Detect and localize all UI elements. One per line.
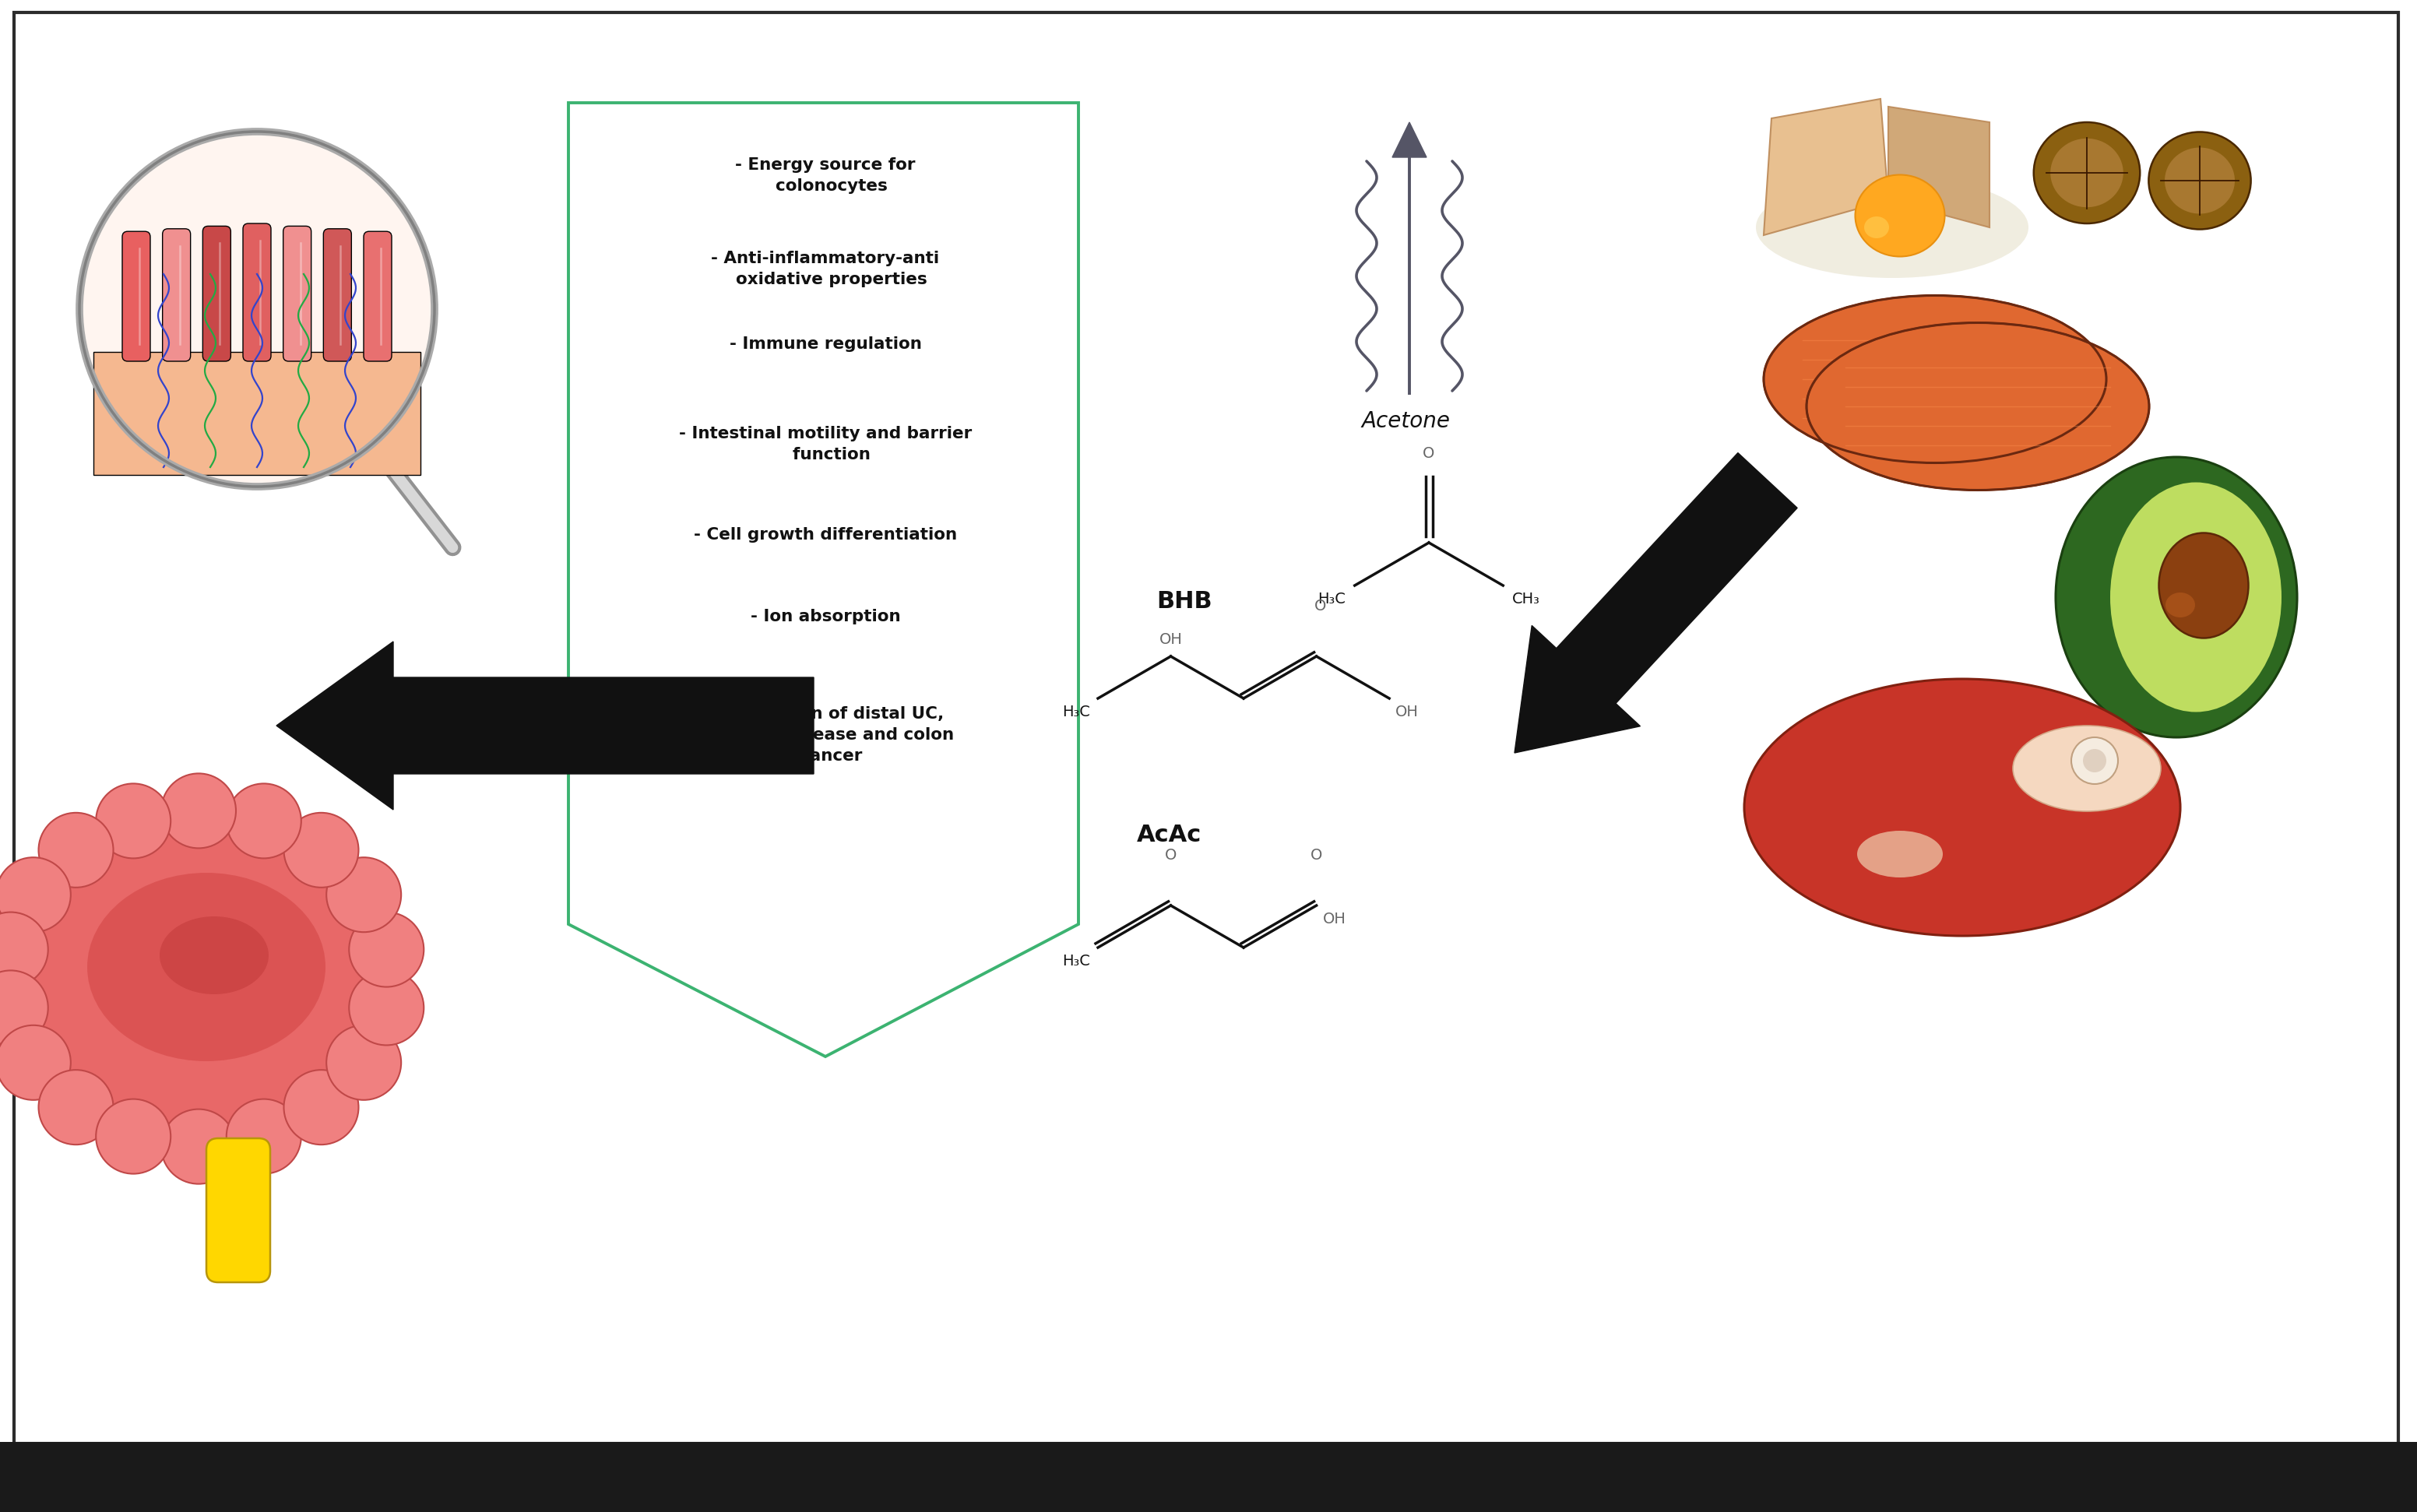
Ellipse shape: [2166, 593, 2195, 617]
Text: H₃C: H₃C: [1061, 954, 1090, 969]
FancyBboxPatch shape: [205, 1139, 271, 1282]
Text: Acetone: Acetone: [1361, 410, 1450, 432]
Circle shape: [162, 1110, 237, 1184]
Text: - Immune regulation: - Immune regulation: [730, 336, 921, 352]
FancyBboxPatch shape: [203, 227, 230, 361]
Text: BHB: BHB: [1155, 590, 1211, 612]
Ellipse shape: [87, 872, 326, 1061]
Polygon shape: [1515, 452, 1798, 753]
Text: OH: OH: [1160, 632, 1182, 647]
Text: O: O: [1315, 599, 1327, 614]
Ellipse shape: [2013, 726, 2161, 812]
Text: CH₃: CH₃: [1513, 591, 1540, 606]
Circle shape: [0, 912, 48, 987]
Text: O: O: [1310, 848, 1322, 863]
Text: O: O: [1424, 446, 1436, 461]
Polygon shape: [1764, 98, 1888, 236]
Ellipse shape: [2158, 532, 2248, 638]
Text: - Anti-inflammatory-anti
  oxidative properties: - Anti-inflammatory-anti oxidative prope…: [711, 251, 940, 287]
FancyBboxPatch shape: [123, 231, 150, 361]
Circle shape: [348, 912, 423, 987]
Circle shape: [0, 857, 70, 931]
Circle shape: [2083, 748, 2105, 773]
Polygon shape: [1392, 122, 1426, 157]
Text: AcAc: AcAc: [1136, 824, 1201, 847]
Ellipse shape: [1764, 295, 2105, 463]
Circle shape: [227, 1099, 302, 1173]
FancyBboxPatch shape: [363, 231, 392, 361]
Ellipse shape: [1856, 830, 1943, 877]
Polygon shape: [276, 641, 815, 810]
Ellipse shape: [0, 807, 396, 1151]
Ellipse shape: [1864, 216, 1890, 239]
Circle shape: [97, 783, 172, 859]
Ellipse shape: [2149, 132, 2250, 230]
Text: H₃C: H₃C: [1317, 591, 1346, 606]
Ellipse shape: [1856, 175, 1946, 257]
Ellipse shape: [2050, 139, 2122, 207]
Text: OH: OH: [1395, 705, 1419, 720]
Circle shape: [39, 1070, 114, 1145]
Circle shape: [80, 132, 435, 487]
FancyBboxPatch shape: [244, 224, 271, 361]
Circle shape: [39, 813, 114, 888]
Circle shape: [162, 774, 237, 848]
Ellipse shape: [2110, 482, 2282, 712]
Text: - Prevention of distal UC,
  Chron's disease and colon
  cancer: - Prevention of distal UC, Chron's disea…: [696, 706, 955, 764]
Text: - Ion absorption: - Ion absorption: [749, 609, 902, 624]
Bar: [0, 1442, 2417, 1512]
Ellipse shape: [1745, 679, 2180, 936]
Circle shape: [326, 857, 401, 931]
Ellipse shape: [160, 916, 268, 995]
Circle shape: [326, 1025, 401, 1099]
Text: H₃C: H₃C: [1061, 705, 1090, 720]
Circle shape: [348, 971, 423, 1045]
Ellipse shape: [1755, 177, 2028, 278]
Circle shape: [2071, 738, 2117, 785]
FancyBboxPatch shape: [324, 228, 350, 361]
Ellipse shape: [2057, 457, 2296, 738]
Ellipse shape: [1805, 322, 2149, 490]
Circle shape: [0, 1025, 70, 1099]
Ellipse shape: [2166, 148, 2236, 213]
Text: - Energy source for
  colonocytes: - Energy source for colonocytes: [735, 157, 916, 194]
Polygon shape: [1888, 107, 1989, 227]
Circle shape: [97, 1099, 172, 1173]
Circle shape: [283, 813, 358, 888]
Text: - Intestinal motility and barrier
  function: - Intestinal motility and barrier functi…: [679, 426, 972, 463]
Text: O: O: [1165, 848, 1177, 863]
Circle shape: [283, 1070, 358, 1145]
Circle shape: [227, 783, 302, 859]
Text: OH: OH: [1322, 912, 1346, 927]
Text: - Cell growth differentiation: - Cell growth differentiation: [694, 528, 957, 543]
FancyBboxPatch shape: [162, 228, 191, 361]
Ellipse shape: [2033, 122, 2139, 224]
FancyBboxPatch shape: [283, 227, 312, 361]
Circle shape: [0, 971, 48, 1045]
FancyBboxPatch shape: [94, 352, 421, 475]
